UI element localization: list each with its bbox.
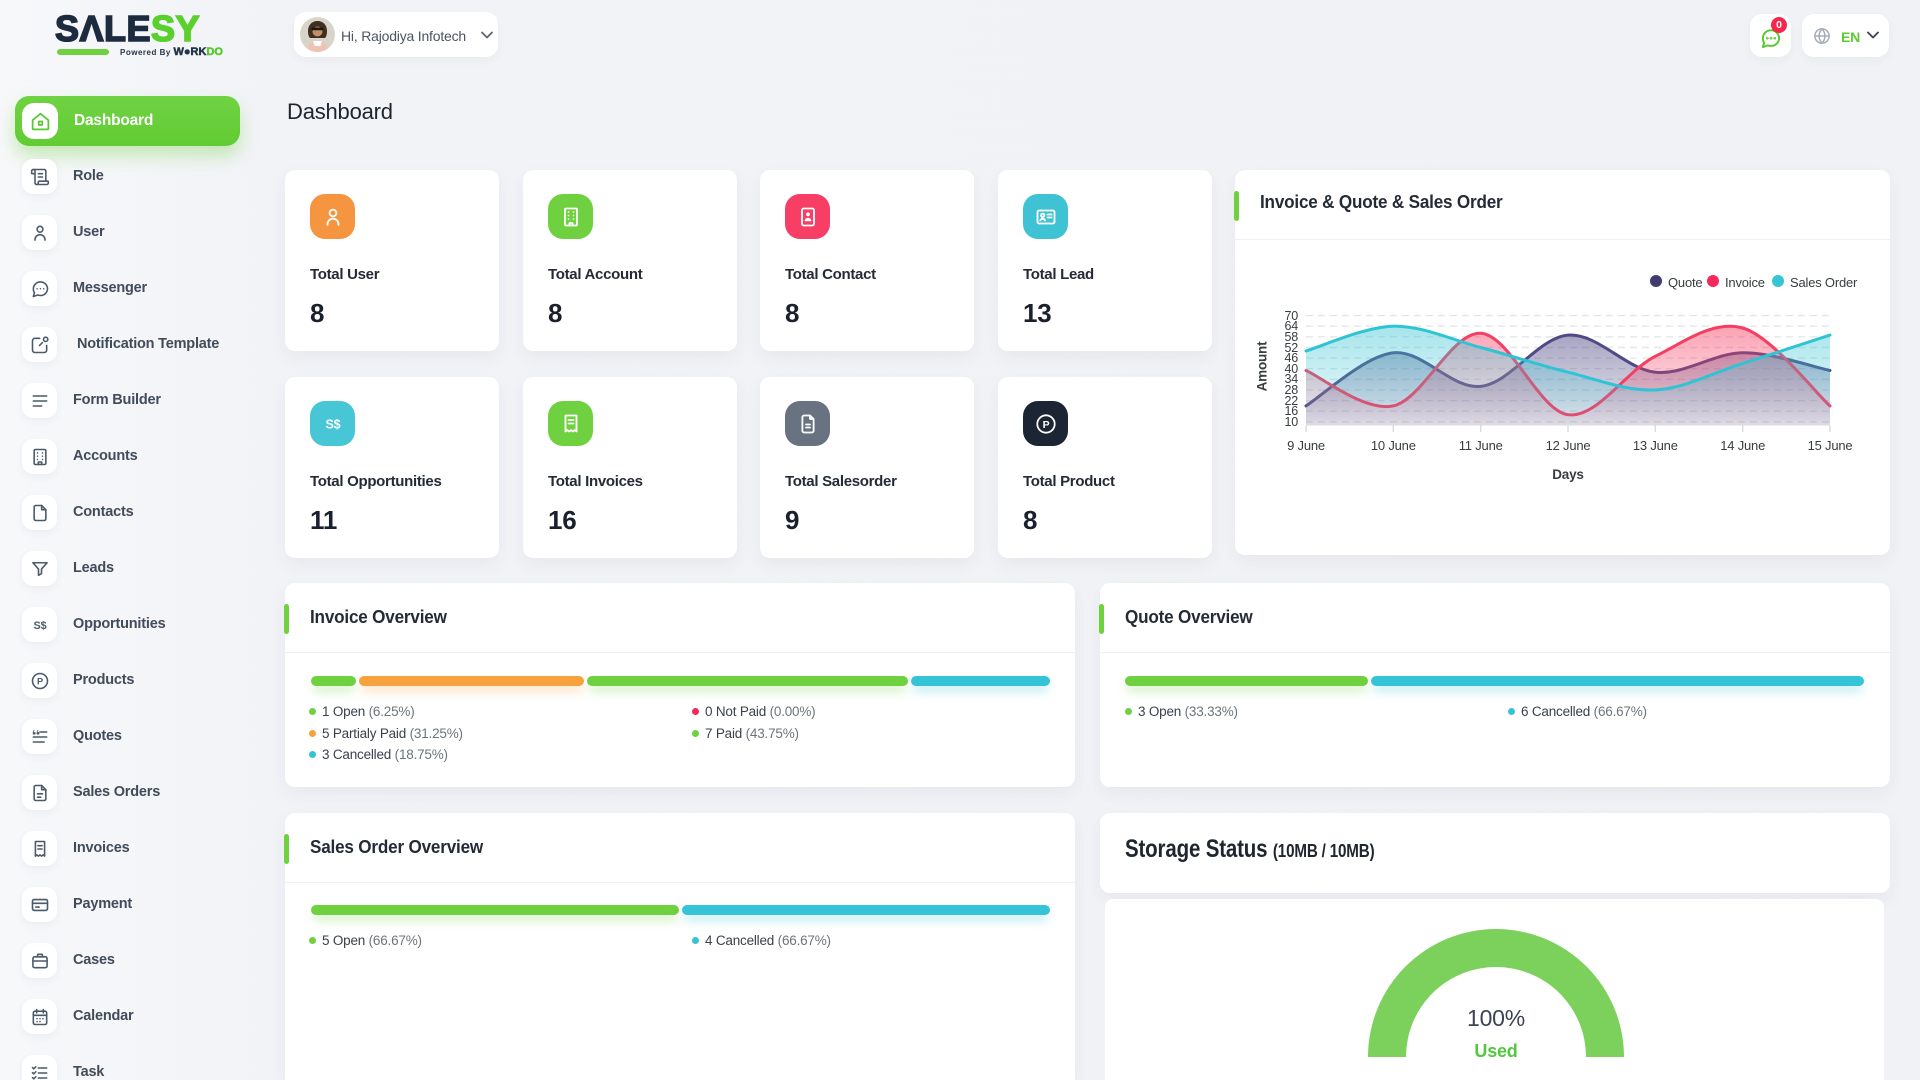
svg-text:S$: S$ (325, 417, 340, 431)
svg-text:P: P (1042, 418, 1049, 430)
svg-text:P: P (37, 676, 43, 686)
svg-text:S$: S$ (33, 619, 46, 631)
